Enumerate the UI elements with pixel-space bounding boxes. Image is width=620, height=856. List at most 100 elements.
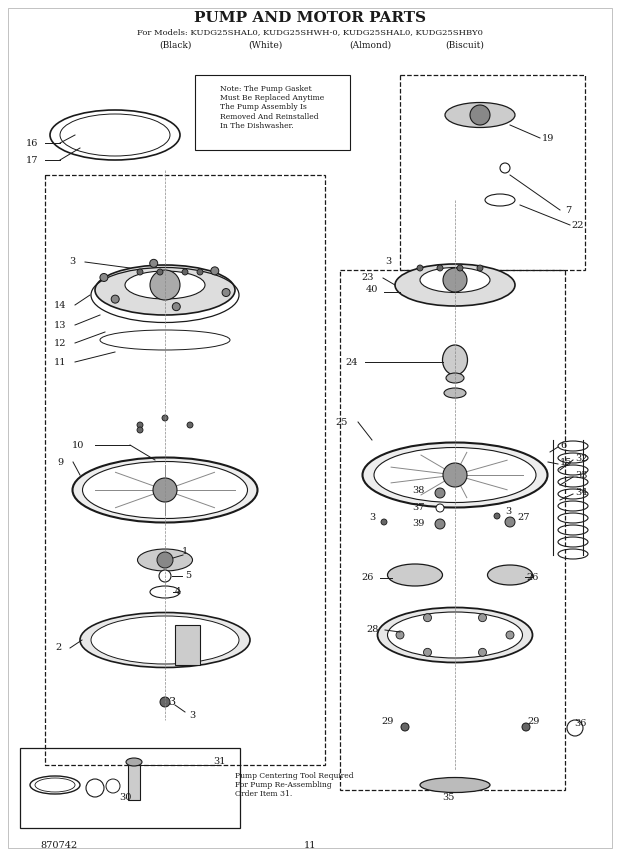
- Text: 27: 27: [518, 514, 530, 522]
- Text: (Black): (Black): [159, 40, 191, 50]
- Ellipse shape: [126, 758, 142, 766]
- Circle shape: [111, 295, 119, 303]
- Circle shape: [506, 631, 514, 639]
- Ellipse shape: [60, 114, 170, 156]
- Text: 870742: 870742: [40, 841, 78, 849]
- Circle shape: [159, 570, 171, 582]
- Circle shape: [457, 265, 463, 271]
- Text: For Models: KUDG25SHAL0, KUDG25SHWH-0, KUDG25SHAL0, KUDG25SHBY0: For Models: KUDG25SHAL0, KUDG25SHWH-0, K…: [137, 28, 483, 36]
- Ellipse shape: [443, 345, 467, 375]
- Text: 31: 31: [214, 758, 226, 766]
- Text: 2: 2: [55, 644, 61, 652]
- Text: 17: 17: [26, 156, 38, 164]
- Bar: [128, 765, 140, 800]
- Bar: [340, 270, 565, 790]
- Text: 26: 26: [362, 574, 374, 582]
- Text: 28: 28: [367, 626, 379, 634]
- Circle shape: [162, 415, 168, 421]
- Text: 3: 3: [189, 710, 195, 720]
- Text: 14: 14: [54, 300, 66, 310]
- Text: (White): (White): [248, 40, 282, 50]
- Circle shape: [187, 422, 193, 428]
- Circle shape: [505, 517, 515, 527]
- Circle shape: [222, 288, 230, 296]
- Bar: [400, 75, 585, 270]
- Circle shape: [149, 259, 157, 267]
- Text: 37: 37: [412, 502, 425, 512]
- Circle shape: [567, 720, 583, 736]
- Text: 3: 3: [69, 258, 75, 266]
- Text: 19: 19: [542, 134, 554, 142]
- Ellipse shape: [444, 388, 466, 398]
- Bar: [45, 175, 325, 765]
- Text: 38: 38: [413, 485, 425, 495]
- Text: 34: 34: [575, 488, 588, 496]
- Text: 23: 23: [361, 274, 374, 282]
- Text: 5: 5: [185, 572, 191, 580]
- Circle shape: [100, 273, 108, 282]
- Circle shape: [423, 614, 432, 621]
- Bar: [175, 625, 200, 665]
- Circle shape: [437, 265, 443, 271]
- Text: PUMP AND MOTOR PARTS: PUMP AND MOTOR PARTS: [194, 11, 426, 25]
- Circle shape: [137, 422, 143, 428]
- Circle shape: [157, 552, 173, 568]
- Ellipse shape: [395, 264, 515, 306]
- Text: Note: The Pump Gasket
Must Be Replaced Anytime
The Pump Assembly Is
Removed And : Note: The Pump Gasket Must Be Replaced A…: [220, 85, 325, 130]
- Ellipse shape: [50, 110, 180, 160]
- Circle shape: [381, 519, 387, 525]
- Text: 40: 40: [366, 286, 378, 294]
- Circle shape: [423, 648, 432, 657]
- Circle shape: [157, 269, 163, 275]
- Circle shape: [137, 427, 143, 433]
- Text: 25: 25: [336, 418, 348, 426]
- Text: 15: 15: [560, 457, 572, 467]
- Ellipse shape: [374, 448, 536, 502]
- Circle shape: [479, 614, 487, 621]
- Text: 12: 12: [54, 338, 66, 348]
- Ellipse shape: [125, 271, 205, 299]
- Ellipse shape: [80, 613, 250, 668]
- Circle shape: [494, 513, 500, 519]
- Text: Pump Centering Tool Required
For Pump Re-Assembling
Order Item 31.: Pump Centering Tool Required For Pump Re…: [235, 772, 353, 799]
- Circle shape: [477, 265, 483, 271]
- Text: 10: 10: [72, 441, 84, 449]
- Circle shape: [417, 265, 423, 271]
- Circle shape: [396, 631, 404, 639]
- Circle shape: [470, 105, 490, 125]
- Text: 29: 29: [528, 717, 540, 727]
- Ellipse shape: [388, 612, 523, 658]
- Ellipse shape: [138, 549, 192, 571]
- Circle shape: [436, 504, 444, 512]
- Circle shape: [443, 268, 467, 292]
- Bar: [195, 75, 350, 150]
- Text: (Almond): (Almond): [349, 40, 391, 50]
- Text: 22: 22: [572, 221, 584, 229]
- Ellipse shape: [91, 616, 239, 664]
- Circle shape: [479, 648, 487, 657]
- Text: 39: 39: [413, 519, 425, 527]
- Ellipse shape: [446, 373, 464, 383]
- Text: 3: 3: [385, 258, 391, 266]
- Text: 36: 36: [574, 718, 586, 728]
- Circle shape: [153, 478, 177, 502]
- Ellipse shape: [378, 608, 533, 663]
- Circle shape: [443, 463, 467, 487]
- Ellipse shape: [363, 443, 547, 508]
- Ellipse shape: [95, 265, 235, 315]
- Text: (Biscuit): (Biscuit): [446, 40, 484, 50]
- Ellipse shape: [487, 565, 533, 585]
- Text: 24: 24: [346, 358, 358, 366]
- Text: 33: 33: [575, 471, 588, 479]
- Text: 11: 11: [54, 358, 66, 366]
- Text: 6: 6: [560, 441, 566, 449]
- Circle shape: [197, 269, 203, 275]
- Text: 7: 7: [565, 205, 571, 215]
- Circle shape: [500, 163, 510, 173]
- Circle shape: [172, 303, 180, 311]
- Text: 13: 13: [54, 320, 66, 330]
- Bar: [20, 748, 240, 828]
- Ellipse shape: [73, 457, 257, 522]
- Circle shape: [160, 697, 170, 707]
- Text: 16: 16: [26, 139, 38, 147]
